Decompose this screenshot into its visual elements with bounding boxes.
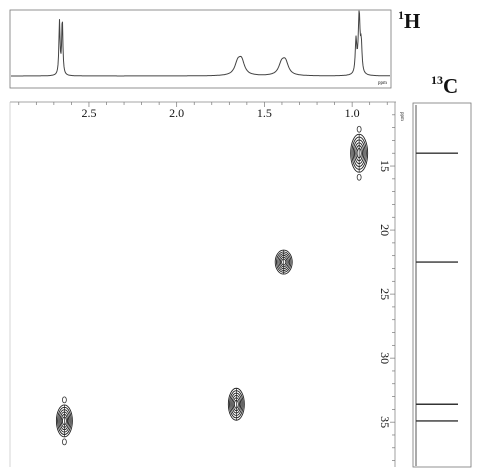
h-tick-label: 2.0 bbox=[169, 106, 184, 120]
c-projection-lines bbox=[415, 105, 458, 466]
h-axis-label: 1H bbox=[398, 8, 420, 33]
cross-peaks bbox=[55, 125, 369, 446]
cross-peak bbox=[350, 125, 369, 181]
c-tick-label: 15 bbox=[378, 160, 392, 172]
c-axis-label: 13C bbox=[431, 73, 458, 98]
cross-peak bbox=[227, 387, 245, 421]
c-tick-label: 25 bbox=[378, 288, 392, 300]
c-projection-unit: ppm bbox=[399, 112, 404, 121]
h-tick-label: 1.5 bbox=[257, 106, 272, 120]
c-tick-label: 30 bbox=[378, 352, 392, 364]
cross-peak bbox=[55, 396, 73, 446]
cross-peak bbox=[274, 249, 293, 275]
c-tick-label: 20 bbox=[378, 224, 392, 236]
c-tick-label: 35 bbox=[378, 416, 392, 428]
h-projection-unit: ppm bbox=[378, 81, 387, 86]
h-projection-frame bbox=[9, 9, 392, 89]
c-axis-ticks: 15 20 25 30 35 bbox=[378, 114, 395, 461]
h-tick-label: 2.5 bbox=[81, 106, 96, 120]
h-projection-trace bbox=[11, 10, 390, 77]
h-tick-label: 1.0 bbox=[345, 106, 360, 120]
c-projection-frame bbox=[412, 102, 472, 468]
h-axis-ticks: 2.5 2.0 1.5 1.0 bbox=[18, 102, 388, 120]
